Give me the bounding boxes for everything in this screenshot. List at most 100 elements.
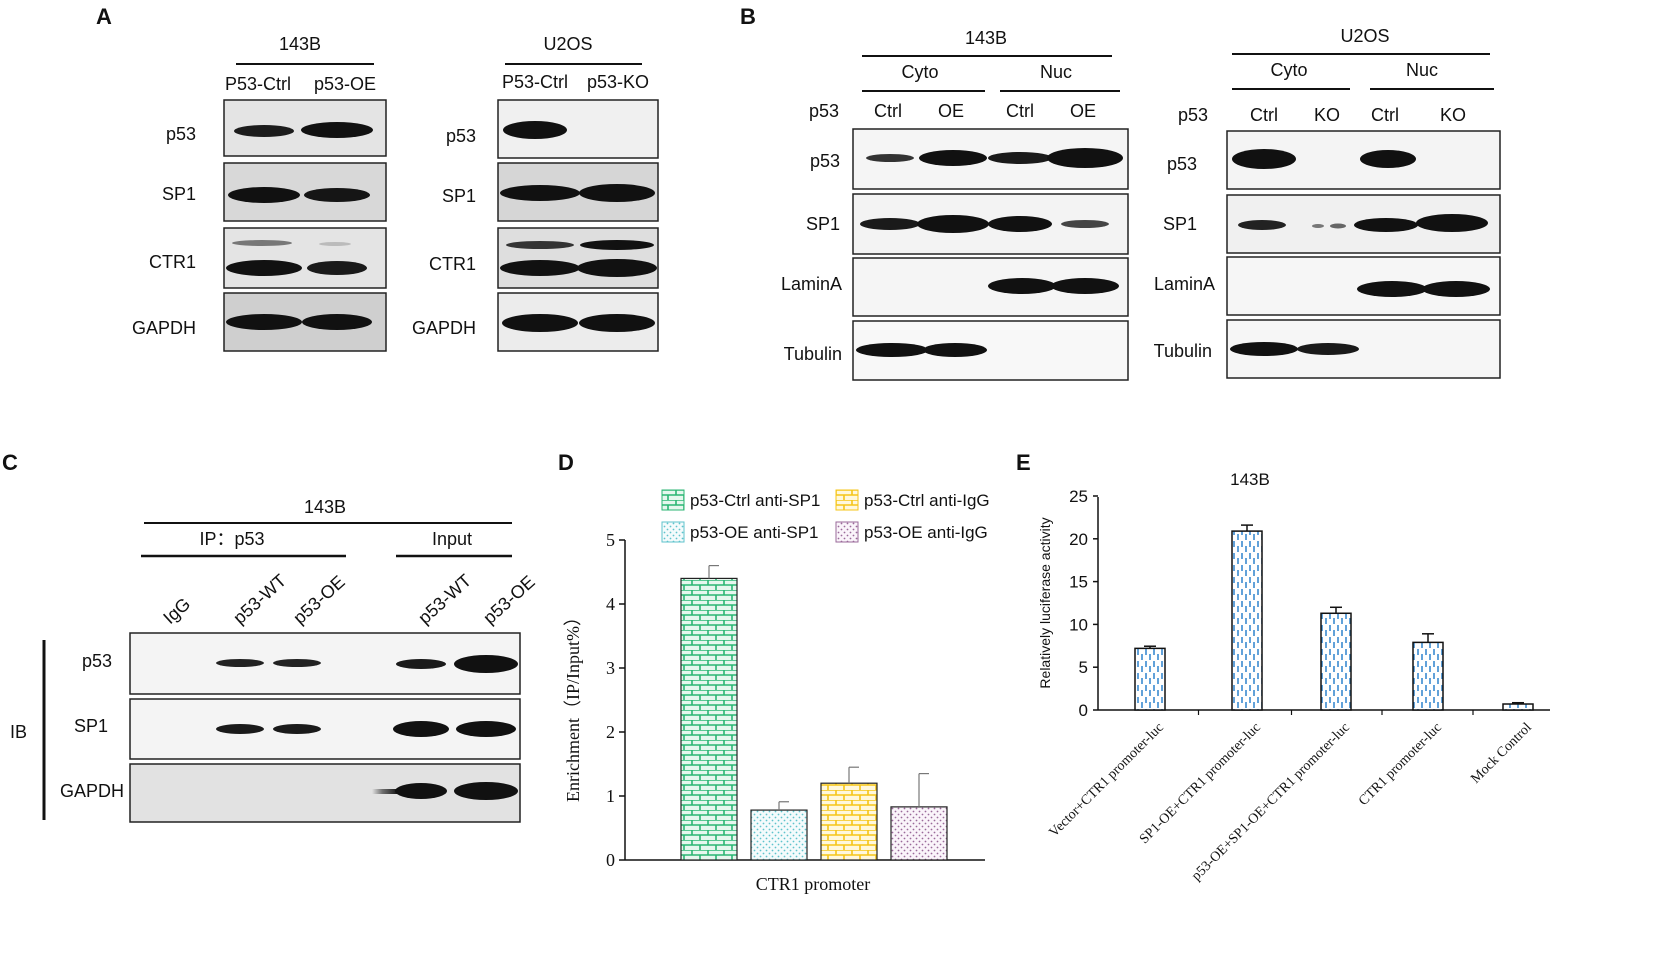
y-tick-label: 5 xyxy=(1079,658,1088,677)
panel-a-blot-u2os: U2OS P53-Ctrl p53-KO p53 SP1 CTR1 GAPDH xyxy=(412,34,659,352)
fraction-label: Cyto xyxy=(901,62,938,82)
row-label: LaminA xyxy=(781,274,842,294)
y-tick-label: 0 xyxy=(606,850,615,870)
y-tick-label: 1 xyxy=(606,786,615,806)
blot-strip xyxy=(129,698,521,760)
legend-entry: p53-OE anti-IgG xyxy=(864,523,988,542)
bar xyxy=(820,782,878,861)
category-label: CTR1 promoter-luc xyxy=(1356,720,1445,809)
lane-label: p53-OE xyxy=(289,572,348,628)
lane-label: P53-Ctrl xyxy=(225,74,291,94)
row-label: Tubulin xyxy=(784,344,842,364)
panel-b: B 143B Cyto Nuc p53 Ctrl OE Ctrl OE p53 … xyxy=(740,4,1501,381)
legend-entry: p53-OE anti-SP1 xyxy=(690,523,819,542)
fraction-label: Nuc xyxy=(1040,62,1072,82)
row-label: SP1 xyxy=(162,184,196,204)
bars xyxy=(1134,524,1534,715)
y-tick-label: 25 xyxy=(1069,487,1088,506)
panel-b-letter: B xyxy=(740,4,756,29)
fraction-label: Cyto xyxy=(1270,60,1307,80)
lane-row-header: p53 xyxy=(1178,105,1208,125)
lane-label: Ctrl xyxy=(874,101,902,121)
y-tick-label: 5 xyxy=(606,530,615,550)
fraction-label: Nuc xyxy=(1406,60,1438,80)
lane-label: OE xyxy=(938,101,964,121)
lane-label: Ctrl xyxy=(1371,105,1399,125)
row-label: GAPDH xyxy=(412,318,476,338)
blot-strip xyxy=(497,227,659,289)
row-label: p53 xyxy=(166,124,196,144)
lane-label: KO xyxy=(1314,105,1340,125)
row-label: p53 xyxy=(1167,154,1197,174)
bar xyxy=(680,577,738,861)
row-label: LaminA xyxy=(1154,274,1215,294)
lane-label: IgG xyxy=(159,594,194,628)
lane-label: p53-WT xyxy=(229,570,290,628)
category-label: p53-OE+SP1-OE+CTR1 promoter-luc xyxy=(1189,720,1353,884)
chart-title: 143B xyxy=(1230,470,1270,489)
y-tick-label: 2 xyxy=(606,722,615,742)
panel-a-letter: A xyxy=(96,4,112,29)
legend-swatch xyxy=(661,489,685,511)
panel-e-letter: E xyxy=(1016,450,1031,475)
row-label: CTR1 xyxy=(149,252,196,272)
cell-line-label: U2OS xyxy=(1340,26,1389,46)
panel-c: C 143B IP：p53 Input IgG p53-WT p53-OE p5… xyxy=(2,450,539,823)
y-ticks: 0 1 2 3 4 5 xyxy=(606,530,625,870)
bar xyxy=(1412,641,1444,711)
category-label: Vector+CTR1 promoter-luc xyxy=(1047,720,1167,840)
panel-b-blot-143b: 143B Cyto Nuc p53 Ctrl OE Ctrl OE p53 SP… xyxy=(781,28,1129,381)
y-tick-label: 0 xyxy=(1079,701,1088,720)
legend-swatch xyxy=(835,489,859,511)
panel-b-blot-u2os: U2OS Cyto Nuc p53 Ctrl KO Ctrl KO p53 SP… xyxy=(1154,26,1501,379)
legend-swatch xyxy=(835,521,859,543)
y-tick-label: 20 xyxy=(1069,530,1088,549)
lane-label: KO xyxy=(1440,105,1466,125)
bar xyxy=(1231,530,1263,711)
lane-label: p53-OE xyxy=(479,572,538,628)
legend-swatch xyxy=(661,521,685,543)
lane-label: P53-Ctrl xyxy=(502,72,568,92)
cell-line-label: 143B xyxy=(304,497,346,517)
row-label: CTR1 xyxy=(429,254,476,274)
y-tick-label: 3 xyxy=(606,658,615,678)
lane-label: p53-OE xyxy=(314,74,376,94)
bar xyxy=(1320,612,1352,711)
legend-entry: p53-Ctrl anti-SP1 xyxy=(690,491,820,510)
panel-a-blot-143b: 143B P53-Ctrl p53-OE p53 SP1 CTR1 GAPDH xyxy=(132,34,387,352)
panel-a: A 143B P53-Ctrl p53-OE p53 SP1 CTR1 GAPD… xyxy=(96,4,659,352)
category-label: Mock Control xyxy=(1468,720,1535,787)
lane-row-header: p53 xyxy=(809,101,839,121)
row-label: SP1 xyxy=(806,214,840,234)
lane-label: Ctrl xyxy=(1006,101,1034,121)
y-axis-label: Relatively luciferase activity xyxy=(1037,517,1053,688)
lane-label: p53-WT xyxy=(414,570,475,628)
row-label: GAPDH xyxy=(60,781,124,801)
lane-label: OE xyxy=(1070,101,1096,121)
y-axis-label: Enrichment（IP/Input%） xyxy=(563,608,583,802)
ib-label: IB xyxy=(10,722,27,742)
row-label: p53 xyxy=(82,651,112,671)
blot-strip xyxy=(223,227,387,289)
legend: p53-Ctrl anti-SP1 p53-Ctrl anti-IgG p53-… xyxy=(661,489,990,543)
y-tick-label: 4 xyxy=(606,594,615,614)
row-label: p53 xyxy=(446,126,476,146)
cell-line-label: U2OS xyxy=(543,34,592,54)
panel-d-letter: D xyxy=(558,450,574,475)
row-label: SP1 xyxy=(1163,214,1197,234)
x-axis-label: CTR1 promoter xyxy=(756,874,871,894)
bar xyxy=(750,809,808,861)
ip-label: IP：p53 xyxy=(199,529,264,549)
bar xyxy=(1134,647,1166,711)
row-label: GAPDH xyxy=(132,318,196,338)
bar xyxy=(890,806,948,861)
cell-line-label: 143B xyxy=(965,28,1007,48)
panel-d: D p53-Ctrl anti-SP1 p53-Ctrl anti-IgG p5… xyxy=(558,450,990,894)
row-label: p53 xyxy=(810,151,840,171)
y-tick-label: 10 xyxy=(1069,615,1088,634)
cell-line-label: 143B xyxy=(279,34,321,54)
y-ticks: 0 5 10 15 20 25 xyxy=(1069,487,1098,720)
row-label: SP1 xyxy=(74,716,108,736)
bar xyxy=(1502,703,1534,711)
